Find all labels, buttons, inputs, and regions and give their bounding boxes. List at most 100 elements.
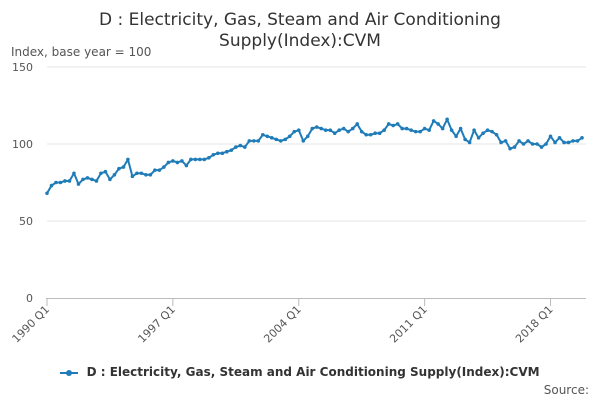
data-point [395,122,400,126]
data-point [481,131,485,136]
data-point [553,140,557,145]
data-point [490,129,494,134]
data-point [530,142,535,146]
data-point [72,171,76,176]
data-point [566,140,571,145]
data-point [148,173,153,177]
legend[interactable]: D : Electricity, Gas, Steam and Air Cond… [0,365,600,379]
data-point [305,134,310,139]
data-point [526,139,530,143]
data-point [135,171,139,176]
data-point [368,132,373,137]
data-point [391,123,395,128]
data-point [292,129,297,134]
data-point [350,126,355,131]
data-point [364,132,369,137]
data-point [400,126,404,131]
data-point [94,179,99,183]
data-point [418,129,422,134]
data-point [404,126,409,131]
data-point [476,136,481,140]
data-point [99,171,103,176]
legend-swatch [60,368,79,378]
data-point [508,146,512,151]
data-point [580,136,584,140]
data-point [58,180,63,185]
data-point [427,128,431,132]
data-point [283,137,288,142]
data-point [562,140,566,145]
data-point [211,152,216,157]
data-point [49,183,54,188]
data-point [261,132,265,137]
data-point [247,139,252,143]
data-point [269,136,274,140]
data-point [225,149,229,154]
chart-title-line-1: D : Electricity, Gas, Steam and Air Cond… [99,10,501,30]
data-point [162,165,166,169]
data-point [238,143,243,148]
data-point [139,171,144,176]
data-point [485,128,490,132]
data-point [189,157,193,162]
data-point [332,131,337,136]
x-tick-label: 1997 Q1 [135,303,178,346]
data-point [243,145,247,149]
x-tick-label: 1990 Q1 [10,303,53,346]
data-point [274,137,279,142]
data-point [90,177,94,182]
data-point [575,139,580,143]
data-point [521,142,526,146]
data-point [301,139,306,143]
data-point [422,126,427,131]
y-tick-label: 150 [12,61,33,74]
data-point [126,157,130,162]
data-point [130,174,135,179]
source-label: Source: [543,383,589,397]
data-point [499,140,503,145]
data-point [85,176,90,180]
data-point [157,168,162,172]
data-point [180,159,184,163]
data-point [144,173,148,177]
data-point [494,132,499,137]
data-point [341,126,346,131]
data-point [108,177,112,182]
data-point [234,145,238,149]
data-point [517,139,521,143]
data-point [103,169,108,174]
data-point [328,128,333,132]
data-point [278,139,283,143]
data-point [472,128,476,132]
series-line [46,118,583,194]
data-point [413,129,418,134]
data-point [166,160,171,165]
data-point [67,179,72,183]
data-point [265,134,270,139]
series-layer [45,117,584,196]
data-point [571,139,575,143]
data-point [310,126,315,131]
data-point [76,182,81,186]
data-point [539,145,544,149]
data-point [81,177,85,182]
data-point [458,126,463,131]
data-point [287,134,292,139]
data-point [355,122,360,126]
data-point [445,117,449,122]
data-point [252,139,256,143]
data-point [216,151,220,156]
data-point [112,173,117,177]
data-point [503,139,508,143]
data-point [431,119,436,123]
y-axis-label: Index, base year = 100 [11,45,152,59]
y-tick-label: 0 [26,292,33,305]
y-tick-label: 100 [12,138,33,151]
x-tick-label: 2011 Q1 [387,303,430,346]
data-point [377,131,382,136]
data-point [535,142,539,146]
data-point [117,166,121,171]
data-point [386,122,391,126]
x-tick-label: 2004 Q1 [261,303,304,346]
